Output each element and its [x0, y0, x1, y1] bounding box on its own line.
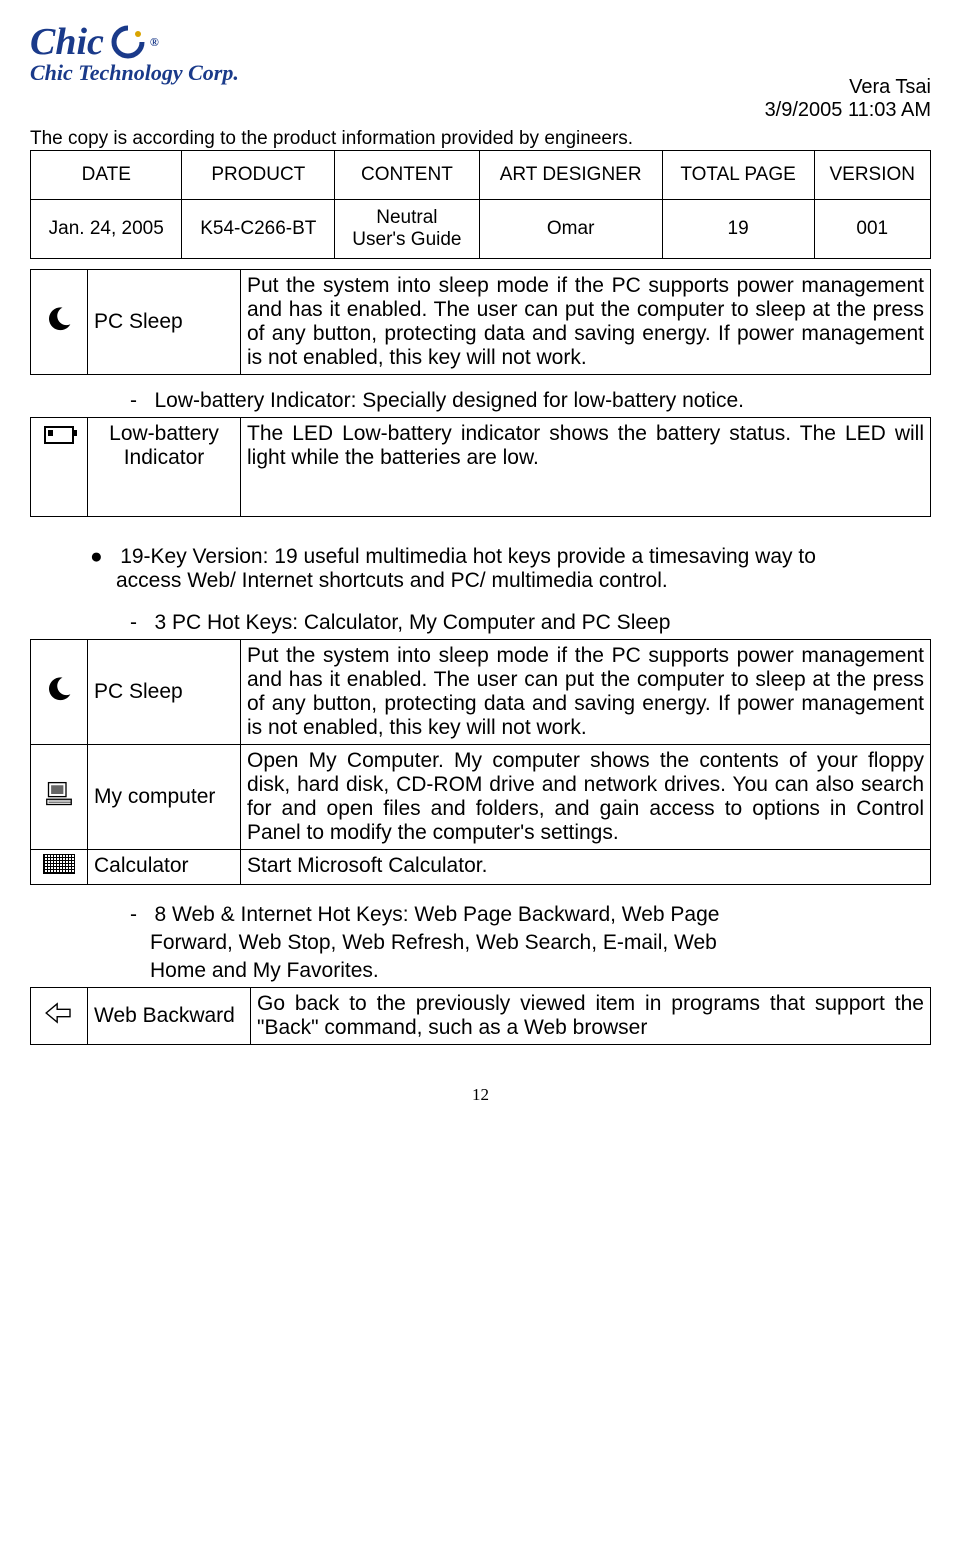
- feature-desc: Open My Computer. My computer shows the …: [241, 745, 931, 850]
- dash-text: Low-battery Indicator: Specially designe…: [155, 389, 744, 412]
- feature-label: Calculator: [88, 850, 241, 885]
- icon-cell: [31, 418, 88, 517]
- bullet-text: 19-Key Version: 19 useful multimedia hot…: [116, 545, 816, 592]
- icon-cell: [31, 270, 88, 375]
- table-row: Calculator Start Microsoft Calculator.: [31, 850, 931, 885]
- metadata-header: DATE: [31, 151, 182, 200]
- table-row: Low-battery Indicator The LED Low-batter…: [31, 418, 931, 517]
- table-row: Jan. 24, 2005 K54-C266-BT Neutral User's…: [31, 200, 931, 259]
- metadata-header: PRODUCT: [182, 151, 335, 200]
- dash-3pc: - 3 PC Hot Keys: Calculator, My Computer…: [130, 611, 871, 635]
- moon-icon: [45, 305, 73, 333]
- feature-label: Low-battery Indicator: [88, 418, 241, 517]
- metadata-header: CONTENT: [335, 151, 479, 200]
- feature-desc: Put the system into sleep mode if the PC…: [241, 640, 931, 745]
- battery-icon: [44, 426, 74, 444]
- metadata-value: Jan. 24, 2005: [31, 200, 182, 259]
- table-row: PC Sleep Put the system into sleep mode …: [31, 640, 931, 745]
- page-number: 12: [30, 1085, 931, 1105]
- metadata-value: Omar: [479, 200, 662, 259]
- icon-cell: [31, 988, 88, 1045]
- dash-text: 8 Web & Internet Hot Keys: Web Page Back…: [155, 903, 720, 926]
- registered-mark: ®: [150, 35, 159, 50]
- table-row: Web Backward Go back to the previously v…: [31, 988, 931, 1045]
- icon-cell: [31, 640, 88, 745]
- dash-8web-cont: Home and My Favorites.: [150, 959, 871, 983]
- moon-icon: [45, 675, 73, 703]
- logo-main: Chic ®: [30, 20, 931, 64]
- dash-low-battery: - Low-battery Indicator: Specially desig…: [130, 389, 871, 413]
- table-row: PC Sleep Put the system into sleep mode …: [31, 270, 931, 375]
- metadata-header: TOTAL PAGE: [662, 151, 814, 200]
- metadata-header: VERSION: [814, 151, 931, 200]
- feature-table-3pc: PC Sleep Put the system into sleep mode …: [30, 639, 931, 885]
- metadata-header: ART DESIGNER: [479, 151, 662, 200]
- bullet-19key: ● 19-Key Version: 19 useful multimedia h…: [90, 545, 871, 593]
- metadata-value: 19: [662, 200, 814, 259]
- dash-8web: - 8 Web & Internet Hot Keys: Web Page Ba…: [130, 903, 871, 927]
- feature-desc: The LED Low-battery indicator shows the …: [241, 418, 931, 517]
- feature-desc: Put the system into sleep mode if the PC…: [241, 270, 931, 375]
- table-row: DATE PRODUCT CONTENT ART DESIGNER TOTAL …: [31, 151, 931, 200]
- logo-main-text: Chic: [30, 20, 104, 64]
- computer-icon: [44, 780, 74, 808]
- dash-8web-cont: Forward, Web Stop, Web Refresh, Web Sear…: [150, 931, 871, 955]
- metadata-value: K54-C266-BT: [182, 200, 335, 259]
- table-row: My computer Open My Computer. My compute…: [31, 745, 931, 850]
- dash-text: 3 PC Hot Keys: Calculator, My Computer a…: [155, 611, 671, 634]
- feature-table-pcsleep: PC Sleep Put the system into sleep mode …: [30, 269, 931, 375]
- timestamp: 3/9/2005 11:03 AM: [30, 99, 931, 122]
- icon-cell: [31, 745, 88, 850]
- feature-desc: Start Microsoft Calculator.: [241, 850, 931, 885]
- feature-table-webback: Web Backward Go back to the previously v…: [30, 987, 931, 1045]
- calculator-icon: [43, 854, 75, 874]
- feature-label: PC Sleep: [88, 270, 241, 375]
- feature-desc: Go back to the previously viewed item in…: [251, 988, 931, 1045]
- arrow-left-icon: [44, 1002, 74, 1024]
- icon-cell: [31, 850, 88, 885]
- logo-swirl-icon: [110, 24, 146, 60]
- metadata-value: 001: [814, 200, 931, 259]
- metadata-value: Neutral User's Guide: [335, 200, 479, 259]
- intro-line: The copy is according to the product inf…: [30, 128, 931, 150]
- feature-label: Web Backward: [88, 988, 251, 1045]
- feature-table-lowbatt: Low-battery Indicator The LED Low-batter…: [30, 417, 931, 517]
- metadata-table: DATE PRODUCT CONTENT ART DESIGNER TOTAL …: [30, 150, 931, 259]
- feature-label: PC Sleep: [88, 640, 241, 745]
- feature-label: My computer: [88, 745, 241, 850]
